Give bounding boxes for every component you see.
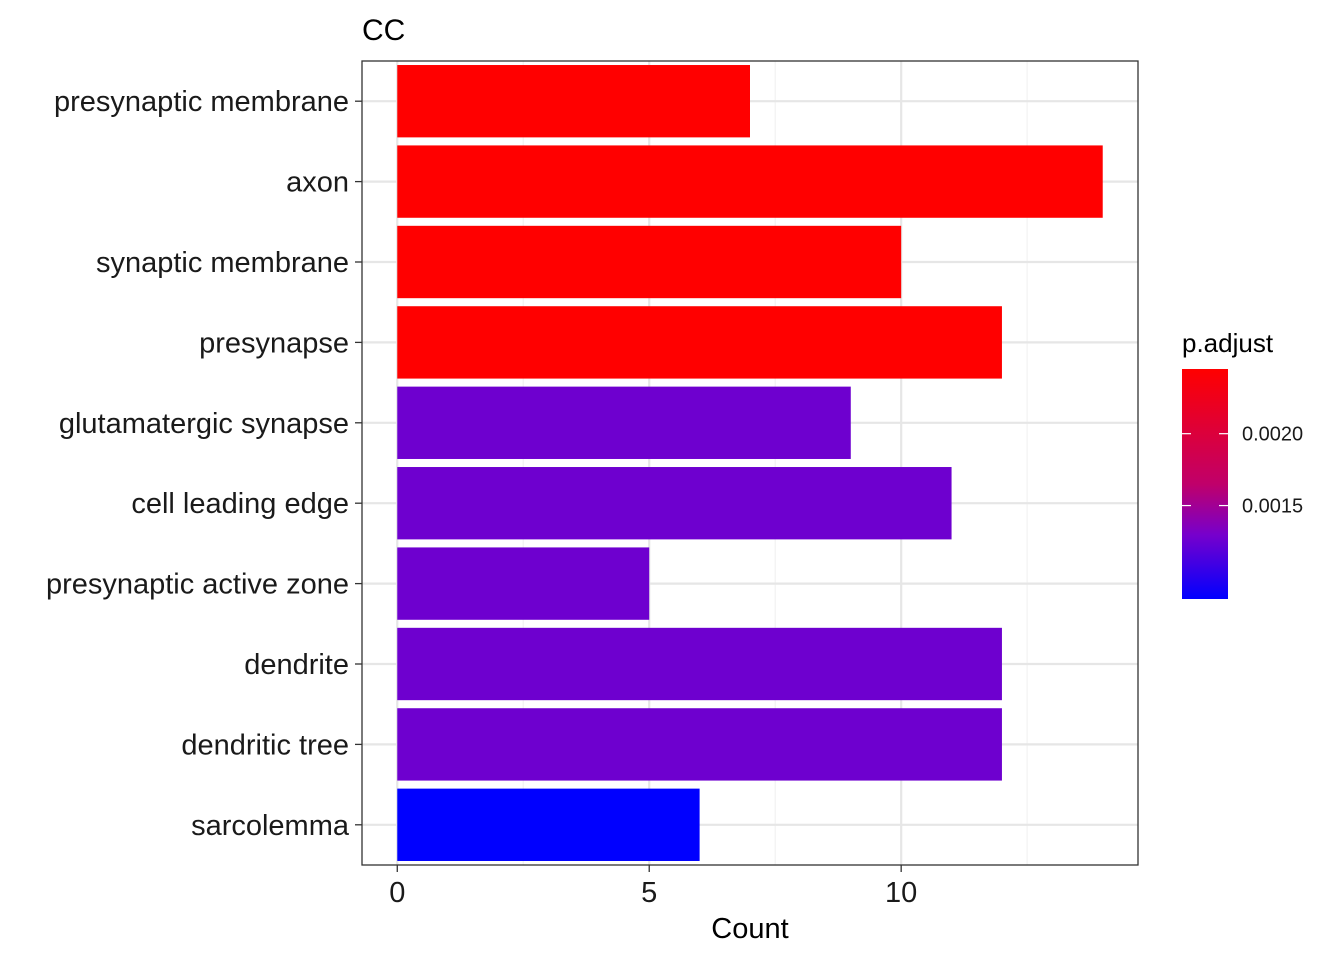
bar xyxy=(397,708,1002,781)
y-tick-label: axon xyxy=(286,167,349,199)
bar xyxy=(397,386,851,459)
bar xyxy=(397,225,902,299)
y-tick-label: sarcolemma xyxy=(191,810,350,842)
bars xyxy=(397,65,1103,861)
y-axis: presynaptic membrane axon synaptic membran… xyxy=(46,86,362,842)
chart-title: CC xyxy=(362,14,405,47)
color-legend: p.adjust 0.0015 0.0020 xyxy=(1182,328,1303,599)
y-tick-label: synaptic membrane xyxy=(96,247,349,279)
x-tick-label: 10 xyxy=(885,877,917,909)
legend-title: p.adjust xyxy=(1182,328,1274,358)
y-tick-label: glutamatergic synapse xyxy=(59,408,349,440)
bar xyxy=(397,627,1002,701)
legend-ticks: 0.0015 0.0020 xyxy=(1182,424,1303,518)
legend-tick-label: 0.0020 xyxy=(1242,424,1303,446)
bar xyxy=(397,306,1002,379)
bar xyxy=(397,788,700,861)
x-tick-label: 0 xyxy=(389,877,405,909)
legend-colorbar xyxy=(1182,369,1228,599)
plot-border xyxy=(361,60,1139,866)
bar xyxy=(397,65,750,138)
y-tick-label: dendrite xyxy=(244,649,349,681)
y-tick-label: presynaptic active zone xyxy=(46,569,349,601)
bar xyxy=(397,467,952,540)
legend-tick-label: 0.0015 xyxy=(1242,496,1303,518)
y-tick-label: dendritic tree xyxy=(181,729,349,761)
x-axis-title: Count xyxy=(711,913,788,945)
y-tick-label: cell leading edge xyxy=(131,488,349,520)
y-tick-label: presynapse xyxy=(199,327,349,359)
y-tick-label: presynaptic membrane xyxy=(54,86,349,118)
bar xyxy=(397,145,1103,218)
x-tick-label: 5 xyxy=(641,877,657,909)
bar xyxy=(397,547,650,620)
x-axis: 0 5 10 xyxy=(389,865,917,909)
